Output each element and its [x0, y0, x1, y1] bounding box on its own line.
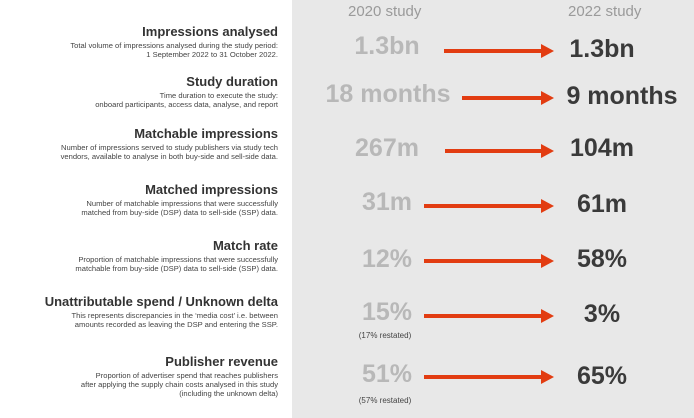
metric-description-line: Proportion of matchable impressions that… [78, 255, 278, 264]
metric-description-line: Number of impressions served to study pu… [61, 143, 278, 152]
metric-match-rate: Match rate Proportion of matchable impre… [4, 238, 278, 273]
metric-title: Matchable impressions [134, 126, 278, 141]
metric-impressions-analysed: Impressions analysed Total volume of imp… [4, 24, 278, 59]
restated-note: (57% restated) [358, 396, 412, 405]
value-2020-match-rate: 12% [361, 245, 413, 273]
metric-description-line: Number of matchable impressions that wer… [86, 199, 278, 208]
metric-title: Matched impressions [145, 182, 278, 197]
metric-description: Time duration to execute the study: onbo… [4, 91, 278, 109]
header-2020-study: 2020 study [348, 3, 422, 20]
header-2022-study: 2022 study [568, 3, 642, 20]
value-2020-matchable-impressions: 267m [355, 134, 419, 162]
metric-description-line: Total volume of impressions analysed dur… [70, 41, 278, 50]
value-2022-matchable-impressions: 104m [570, 134, 634, 162]
metric-study-duration: Study duration Time duration to execute … [4, 74, 278, 109]
change-arrow [444, 44, 554, 58]
value-2020-matched-impressions: 31m [361, 188, 413, 216]
metric-description-line: Time duration to execute the study: [159, 91, 278, 100]
change-arrow [462, 91, 554, 105]
metric-description-line: after applying the supply chain costs an… [80, 380, 278, 389]
metric-description: Number of matchable impressions that wer… [4, 199, 278, 217]
metric-description-line: vendors, available to analyse in both bu… [60, 152, 278, 161]
metric-title: Match rate [212, 238, 278, 253]
metric-description-line: (including the unknown delta) [179, 389, 278, 398]
metric-description-line: 1 September 2022 to 31 October 2022. [146, 50, 278, 59]
metric-description-line: matchable from buy-side (DSP) data to se… [75, 264, 278, 273]
value-2022-impressions-analysed: 1.3bn [569, 35, 635, 63]
metric-description-line: Proportion of advertiser spend that reac… [95, 371, 278, 380]
change-arrow [424, 370, 554, 384]
metric-description: This represents discrepancies in the ‘me… [4, 311, 278, 329]
metric-unattributable-spend: Unattributable spend / Unknown delta Thi… [4, 294, 278, 329]
metric-title: Unattributable spend / Unknown delta [44, 294, 278, 309]
metric-title: Publisher revenue [165, 354, 278, 369]
metric-description-line: This represents discrepancies in the ‘me… [71, 311, 278, 320]
value-2022-match-rate: 58% [576, 245, 628, 273]
metric-matchable-impressions: Matchable impressions Number of impressi… [4, 126, 278, 161]
value-2020-study-duration: 18 months [325, 80, 451, 108]
change-arrow [424, 309, 554, 323]
metric-description: Number of impressions served to study pu… [4, 143, 278, 161]
restated-note: (17% restated) [358, 331, 412, 340]
value-2020-unattributable-spend: 15% [361, 298, 413, 326]
metric-description-line: onboard participants, access data, analy… [95, 100, 278, 109]
metric-description: Total volume of impressions analysed dur… [4, 41, 278, 59]
metric-labels-panel: Impressions analysed Total volume of imp… [0, 0, 292, 418]
value-2022-publisher-revenue: 65% [576, 362, 628, 390]
metric-matched-impressions: Matched impressions Number of matchable … [4, 182, 278, 217]
value-2022-study-duration: 9 months [566, 82, 678, 110]
metric-description-line: matched from buy-side (DSP) data to sell… [81, 208, 278, 217]
change-arrow [445, 144, 554, 158]
comparison-panel: 2020 study 2022 study 1.3bn 1.3bn 18 mon… [292, 0, 694, 418]
metric-publisher-revenue: Publisher revenue Proportion of advertis… [4, 354, 278, 398]
metric-description: Proportion of matchable impressions that… [4, 255, 278, 273]
metric-title: Study duration [186, 74, 278, 89]
metric-description-line: amounts recorded as leaving the DSP and … [74, 320, 278, 329]
value-2020-publisher-revenue: 51% [361, 360, 413, 388]
change-arrow [424, 254, 554, 268]
metric-description: Proportion of advertiser spend that reac… [4, 371, 278, 398]
value-2022-matched-impressions: 61m [576, 190, 628, 218]
value-2022-unattributable-spend: 3% [583, 300, 621, 328]
change-arrow [424, 199, 554, 213]
value-2020-impressions-analysed: 1.3bn [354, 32, 420, 60]
metric-title: Impressions analysed [142, 24, 278, 39]
